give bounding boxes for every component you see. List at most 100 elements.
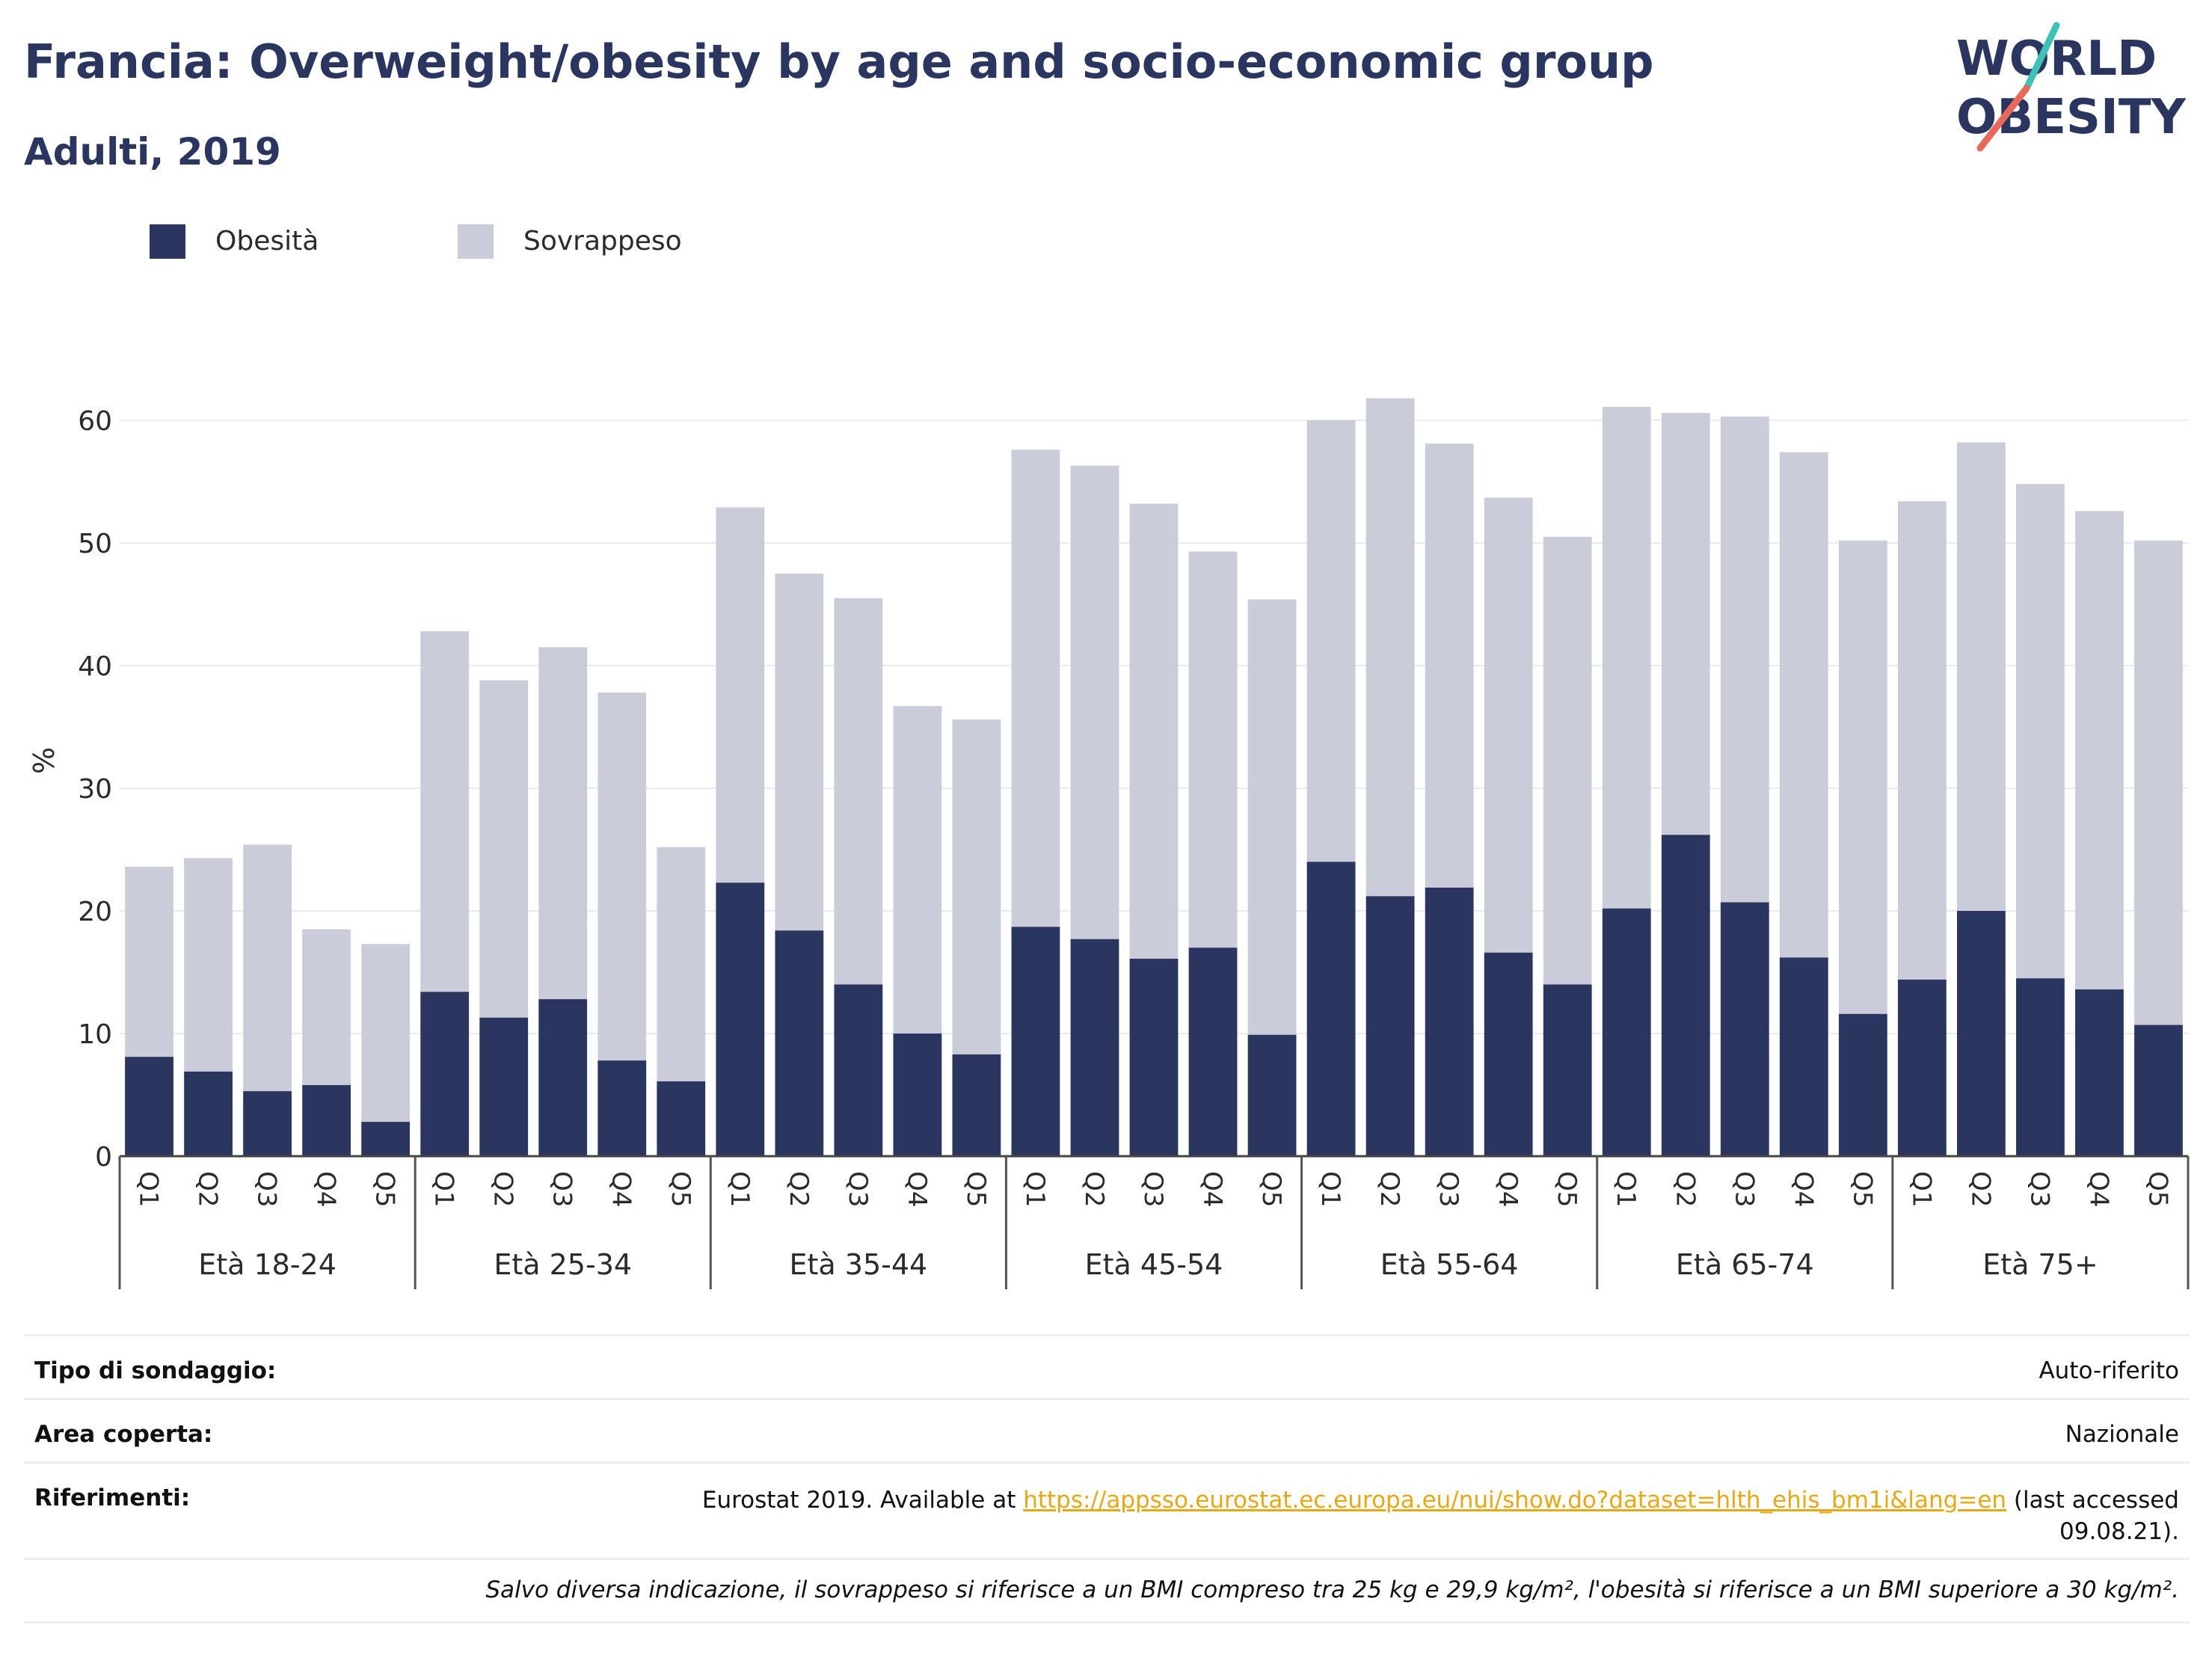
x-tick-label-33: Q4 <box>2083 1171 2113 1207</box>
logo-slash-teal <box>2023 22 2060 92</box>
bar-obesity-28 <box>1779 957 1828 1156</box>
x-tick-label-6: Q2 <box>488 1171 518 1207</box>
bar-obesity-25 <box>1602 908 1651 1156</box>
bar-overweight-17 <box>1129 503 1179 959</box>
legend-label-overweight: Sovrappeso <box>523 226 682 257</box>
bar-obesity-7 <box>538 999 588 1156</box>
survey-type-value: Auto-riferito <box>2039 1357 2179 1384</box>
bar-obesity-27 <box>1720 902 1769 1156</box>
bar-overweight-0 <box>125 866 173 1057</box>
info-row-references: Riferimenti: Eurostat 2019. Available at… <box>24 1461 2190 1558</box>
x-tick-label-11: Q2 <box>784 1171 814 1207</box>
world-obesity-logo: WORLD OBESITY <box>1956 22 2186 152</box>
bar-overweight-30 <box>1897 501 1947 980</box>
y-tick-label-40: 40 <box>78 651 112 682</box>
bar-obesity-10 <box>716 882 765 1156</box>
x-tick-label-8: Q4 <box>606 1171 636 1207</box>
y-tick-label-20: 20 <box>78 897 112 927</box>
bar-obesity-6 <box>479 1017 529 1156</box>
bar-overweight-31 <box>1956 442 2006 911</box>
logo-word-obesity: OBESITY <box>1956 90 2186 145</box>
y-tick-label-50: 50 <box>78 529 112 559</box>
bar-overweight-5 <box>420 631 470 992</box>
bar-obesity-4 <box>361 1122 411 1156</box>
x-tick-label-15: Q1 <box>1020 1171 1050 1207</box>
definition-note: Salvo diversa indicazione, il sovrappeso… <box>485 1576 2179 1603</box>
bar-overweight-33 <box>2075 511 2124 989</box>
bar-obesity-30 <box>1897 979 1947 1156</box>
x-tick-label-23: Q4 <box>1493 1171 1523 1207</box>
x-tick-label-3: Q4 <box>311 1171 341 1207</box>
x-tick-label-22: Q3 <box>1434 1171 1463 1207</box>
x-tick-label-17: Q3 <box>1138 1171 1168 1207</box>
references-suffix: (last accessed <box>2006 1487 2179 1514</box>
bar-obesity-26 <box>1661 835 1710 1156</box>
bar-overweight-1 <box>184 858 233 1072</box>
legend-label-obesity: Obesità <box>215 226 319 257</box>
references-link[interactable]: https://appsso.eurostat.ec.europa.eu/nui… <box>1023 1487 2007 1514</box>
y-tick-label-0: 0 <box>95 1142 112 1173</box>
x-tick-label-21: Q2 <box>1374 1171 1404 1207</box>
bar-overweight-8 <box>597 693 647 1061</box>
bar-overweight-27 <box>1720 417 1769 903</box>
bar-obesity-33 <box>2075 989 2124 1156</box>
bar-overweight-34 <box>2134 540 2183 1025</box>
bar-overweight-28 <box>1779 452 1828 958</box>
bar-obesity-23 <box>1484 952 1533 1156</box>
y-tick-label-30: 30 <box>78 774 112 805</box>
x-tick-label-10: Q1 <box>725 1171 755 1207</box>
bar-obesity-8 <box>597 1060 647 1156</box>
x-tick-label-0: Q1 <box>134 1171 164 1207</box>
x-tick-label-1: Q2 <box>193 1171 223 1207</box>
y-tick-label-10: 10 <box>78 1019 112 1050</box>
x-tick-label-28: Q4 <box>1788 1171 1818 1207</box>
info-row-note: Salvo diversa indicazione, il sovrappeso… <box>24 1558 2190 1624</box>
bar-obesity-16 <box>1070 939 1119 1156</box>
x-tick-label-31: Q2 <box>1965 1171 1995 1207</box>
bar-obesity-11 <box>775 930 824 1156</box>
bar-overweight-15 <box>1011 449 1060 927</box>
bar-obesity-15 <box>1011 927 1060 1156</box>
bar-obesity-20 <box>1306 862 1356 1156</box>
bar-obesity-34 <box>2134 1025 2183 1156</box>
bar-overweight-16 <box>1070 465 1119 939</box>
group-label-0: Età 18-24 <box>198 1248 337 1281</box>
legend-swatch-obesity <box>150 224 185 259</box>
info-table: Tipo di sondaggio: Auto-riferito Area co… <box>24 1334 2190 1624</box>
bars <box>125 398 2183 1156</box>
y-tick-label-60: 60 <box>78 406 112 437</box>
x-tick-label-4: Q5 <box>370 1171 400 1207</box>
bar-overweight-26 <box>1661 413 1710 835</box>
bar-obesity-24 <box>1543 984 1592 1156</box>
references-prefix: Eurostat 2019. Available at <box>701 1487 1024 1514</box>
x-tick-label-24: Q5 <box>1552 1171 1582 1207</box>
info-row-area: Area coperta: Nazionale <box>24 1398 2190 1461</box>
x-tick-label-7: Q3 <box>547 1171 577 1207</box>
x-tick-label-13: Q4 <box>902 1171 932 1207</box>
bar-overweight-11 <box>775 574 824 931</box>
bar-overweight-7 <box>538 647 588 1000</box>
bar-overweight-22 <box>1425 443 1474 888</box>
bar-overweight-3 <box>302 929 351 1085</box>
bar-overweight-19 <box>1247 599 1297 1035</box>
info-row-survey: Tipo di sondaggio: Auto-riferito <box>24 1334 2190 1398</box>
x-tick-label-5: Q1 <box>429 1171 459 1207</box>
bar-overweight-23 <box>1484 497 1533 953</box>
bar-obesity-5 <box>420 992 470 1156</box>
bar-obesity-13 <box>893 1034 942 1156</box>
bar-overweight-29 <box>1838 540 1887 1014</box>
axes: 0 10 20 30 40 50 60 Q1 Q2 Q3 Q4 Q5 Q1 Q2 Q3 Q4 Q5 Q1 Q2 Q3 Q… <box>78 406 2190 1289</box>
bar-overweight-32 <box>2016 484 2065 979</box>
x-tick-label-16: Q2 <box>1079 1171 1109 1207</box>
bar-overweight-10 <box>716 507 765 883</box>
bar-overweight-21 <box>1365 398 1415 897</box>
chart-title: Francia: Overweight/obesity by age and s… <box>24 34 1654 89</box>
bar-obesity-2 <box>243 1091 292 1156</box>
area-covered-value: Nazionale <box>2065 1421 2179 1448</box>
bar-obesity-0 <box>125 1057 173 1156</box>
references-value: Eurostat 2019. Available at https://apps… <box>702 1484 2179 1547</box>
bar-overweight-13 <box>893 706 942 1034</box>
x-tick-label-9: Q5 <box>666 1171 695 1207</box>
references-line: Eurostat 2019. Available at https://apps… <box>702 1484 2179 1516</box>
bar-overweight-18 <box>1188 551 1238 948</box>
